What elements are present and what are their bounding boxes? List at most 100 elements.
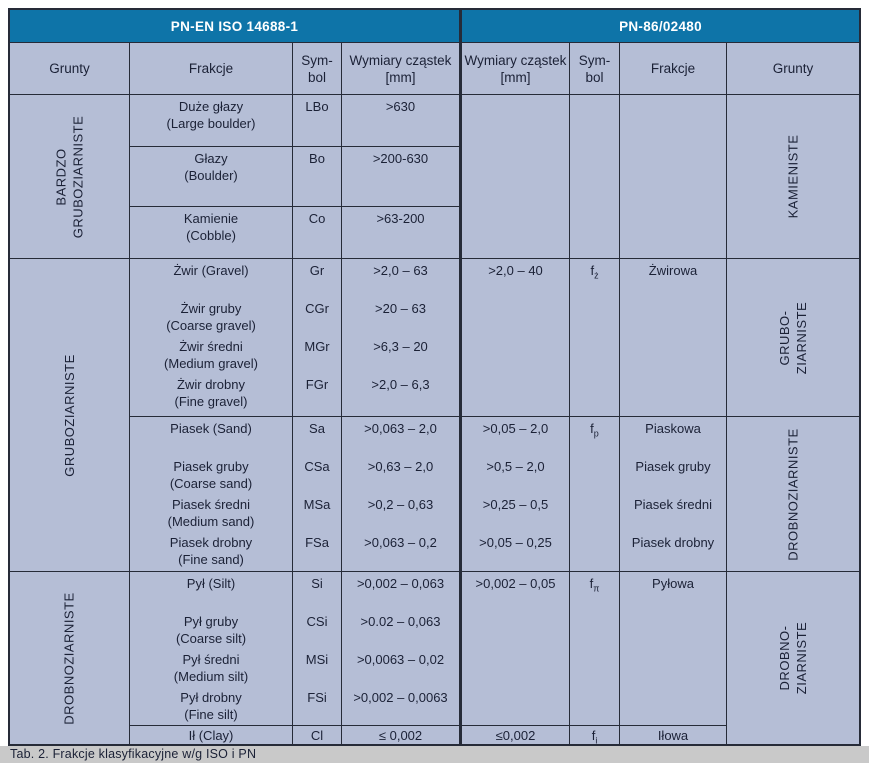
iso-size-boulder: >200-630 bbox=[342, 147, 462, 207]
standard-iso-header: PN-EN ISO 14688-1 bbox=[10, 10, 462, 43]
fraction-name: Żwir drobny bbox=[177, 377, 245, 392]
iso-size-clay: ≤ 0,002 bbox=[342, 726, 462, 744]
col-header-line: Sym- bbox=[578, 52, 611, 68]
rotated-label-line: GRUBOZIARNISTE bbox=[70, 115, 86, 238]
symbol-base: f bbox=[590, 421, 594, 436]
fraction-name-en: (Boulder) bbox=[184, 168, 238, 183]
iso-fraction-clay: Ił (Clay) bbox=[130, 726, 293, 744]
fraction-name: Piasek gruby bbox=[173, 459, 249, 474]
rotated-label-line: ZIARNISTE bbox=[794, 301, 809, 374]
fraction-size: >0,063 – 2,0 bbox=[364, 421, 437, 436]
pn-size-stony-empty bbox=[462, 95, 570, 259]
fraction-entry: Żwir gruby (Coarse gravel) bbox=[130, 300, 292, 338]
iso-size-large-boulder: >630 bbox=[342, 95, 462, 147]
fraction-entry: Żwir średni (Medium gravel) bbox=[130, 338, 292, 376]
fraction-name: Piasek średni bbox=[171, 497, 251, 512]
fraction-name-en: (Fine gravel) bbox=[174, 394, 248, 409]
pn-group-fine-sand: DROBNOZIARNISTE bbox=[727, 417, 859, 572]
fraction-size: >0,002 – 0,063 bbox=[356, 576, 445, 591]
fraction-size: >0,05 – 2,0 bbox=[482, 421, 549, 436]
iso-sizes-gravel: >2,0 – 63 >20 – 63 >6,3 – 20 >2,0 – 6,3 bbox=[342, 259, 462, 417]
col-header-line: Wymiary cząstek bbox=[464, 52, 567, 68]
iso-symbol-cobble: Co bbox=[293, 207, 342, 259]
fraction-entry: Piasek gruby (Coarse sand) bbox=[130, 458, 292, 496]
symbol-subscript: π bbox=[593, 583, 600, 594]
col-header-symbol-right: Sym- bol bbox=[570, 43, 620, 95]
col-header-line: Sym- bbox=[301, 52, 333, 68]
col-header-frakcje-right: Frakcje bbox=[620, 43, 727, 95]
iso-sizes-sand: >0,063 – 2,0 >0,63 – 2,0 >0,2 – 0,63 >0,… bbox=[342, 417, 462, 572]
rotated-label-line: BARDZO bbox=[53, 147, 69, 206]
col-header-line: Wymiary cząstek bbox=[349, 52, 452, 68]
pn-fraction-gravel: Żwirowa bbox=[620, 259, 727, 417]
fraction-name: Żwir średni bbox=[179, 339, 243, 354]
rotated-label-line: ZIARNISTE bbox=[794, 621, 809, 695]
fraction-size: >0,63 – 2,0 bbox=[367, 459, 434, 474]
iso-group-fine: DROBNOZIARNISTE bbox=[10, 572, 130, 744]
fraction-name: Żwir gruby bbox=[180, 301, 242, 316]
fraction-name: Piasek gruby bbox=[635, 459, 711, 474]
symbol-base: f bbox=[589, 576, 594, 591]
symbol-subscript: ż bbox=[594, 270, 599, 281]
pn-symbol-sand: fp bbox=[570, 417, 620, 572]
fraction-size: >2,0 – 63 bbox=[373, 263, 428, 278]
iso-symbol-clay: Cl bbox=[293, 726, 342, 744]
fraction-size: >0,25 – 0,5 bbox=[482, 497, 549, 512]
fraction-entry: Pył drobny (Fine silt) bbox=[130, 689, 292, 725]
table-caption: Tab. 2. Frakcje klasyfikacyjne w/g ISO i… bbox=[0, 746, 869, 763]
iso-size-cobble: >63-200 bbox=[342, 207, 462, 259]
iso-fraction-large-boulder: Duże głazy (Large boulder) bbox=[130, 95, 293, 147]
col-header-line: [mm] bbox=[385, 69, 416, 85]
fraction-name-en: (Medium silt) bbox=[173, 669, 249, 684]
fraction-name: Piaskowa bbox=[645, 421, 701, 436]
col-header-grunty-right: Grunty bbox=[727, 43, 859, 95]
pn-symbol-silt: fπ bbox=[570, 572, 620, 726]
fraction-size: >20 – 63 bbox=[375, 301, 426, 316]
fraction-symbol: MSa bbox=[303, 497, 331, 512]
iso-group-very-coarse: BARDZO GRUBOZIARNISTE bbox=[10, 95, 130, 259]
rotated-label-line: GRUBO- bbox=[777, 310, 792, 365]
symbol-subscript: p bbox=[593, 428, 599, 439]
col-header-line: bol bbox=[585, 69, 604, 85]
fraction-symbol: FSi bbox=[307, 690, 327, 705]
col-header-wymiary-left: Wymiary cząstek [mm] bbox=[342, 43, 462, 95]
pn-symbol-stony-empty bbox=[570, 95, 620, 259]
fraction-entry: Żwir (Gravel) bbox=[130, 262, 292, 300]
fraction-name-en: (Medium gravel) bbox=[164, 356, 258, 371]
fraction-entry: Żwir drobny (Fine gravel) bbox=[130, 376, 292, 414]
col-header-frakcje-left: Frakcje bbox=[130, 43, 293, 95]
iso-sizes-silt: >0,002 – 0,063 >0.02 – 0,063 >0,0063 – 0… bbox=[342, 572, 462, 726]
fraction-name-en: (Fine sand) bbox=[178, 552, 244, 567]
symbol-base: f bbox=[591, 728, 596, 743]
pn-sizes-sand: >0,05 – 2,0 >0,5 – 2,0 >0,25 – 0,5 >0,05… bbox=[462, 417, 570, 572]
fraction-size: >0,063 – 0,2 bbox=[364, 535, 437, 550]
fraction-name-en: (Medium sand) bbox=[167, 514, 255, 529]
fraction-name: Piasek drobny bbox=[169, 535, 253, 550]
fraction-name: Pył (Silt) bbox=[186, 576, 236, 591]
pn-fractions-sand: Piaskowa Piasek gruby Piasek średni Pias… bbox=[620, 417, 727, 572]
fraction-entry: Pył średni (Medium silt) bbox=[130, 651, 292, 689]
fraction-entry: Pył gruby (Coarse silt) bbox=[130, 613, 292, 651]
fraction-symbol: FSa bbox=[305, 535, 329, 550]
pn-symbol-gravel: fż bbox=[570, 259, 620, 417]
iso-fractions-gravel: Żwir (Gravel) Żwir gruby (Coarse gravel)… bbox=[130, 259, 293, 417]
fraction-size: >0,002 – 0,0063 bbox=[353, 690, 448, 705]
fraction-name-en: (Large boulder) bbox=[166, 116, 256, 131]
fraction-name: Pył drobny bbox=[180, 690, 242, 705]
fraction-size: >6,3 – 20 bbox=[373, 339, 428, 354]
pn-size-gravel: >2,0 – 40 bbox=[462, 259, 570, 417]
fraction-symbol: Sa bbox=[309, 421, 325, 436]
fraction-name: Duże głazy bbox=[178, 99, 244, 114]
fraction-symbol: FGr bbox=[305, 377, 329, 392]
fraction-name: Piasek drobny bbox=[631, 535, 715, 550]
col-header-line: bol bbox=[307, 69, 326, 85]
fraction-symbol: MGr bbox=[304, 339, 330, 354]
fraction-name-en: (Cobble) bbox=[186, 228, 236, 243]
fraction-size: >0.02 – 0,063 bbox=[360, 614, 441, 629]
rotated-label-line: DROBNO- bbox=[777, 625, 792, 691]
fraction-name: Żwir (Gravel) bbox=[173, 263, 249, 278]
symbol-subscript: i bbox=[595, 735, 598, 744]
fraction-size: >0,5 – 2,0 bbox=[486, 459, 545, 474]
pn-fraction-clay: Iłowa bbox=[620, 726, 727, 744]
fraction-name: Kamienie bbox=[183, 211, 239, 226]
